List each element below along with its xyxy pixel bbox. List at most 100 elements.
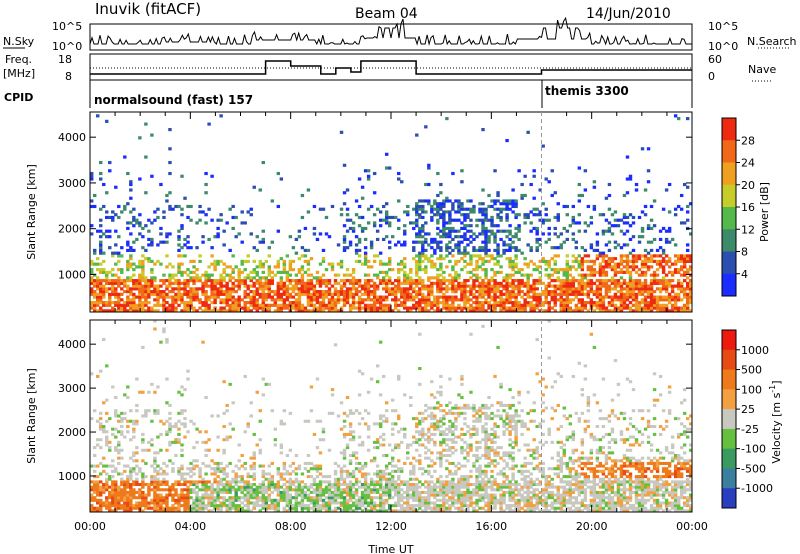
heatmap-cell [598,301,603,305]
heatmap-cell [625,243,630,247]
heatmap-cell [264,295,268,299]
heatmap-cell [415,259,419,263]
heatmap-cell [114,488,118,492]
heatmap-cell [93,281,97,285]
heatmap-cell [375,229,380,233]
heatmap-cell [123,464,127,468]
heatmap-cell [180,295,184,299]
heatmap-cell [688,284,693,288]
heatmap-cell [147,488,151,492]
heatmap-cell [231,281,235,285]
heatmap-cell [252,303,256,307]
heatmap-cell [204,483,208,487]
heatmap-cell [279,485,284,489]
heatmap-cell [207,480,211,484]
heatmap-cell [297,229,302,233]
heatmap-cell [604,281,609,285]
heatmap-cell [583,229,588,233]
heatmap-cell [595,287,600,291]
heatmap-cell [460,295,464,299]
heatmap-cell [667,265,672,269]
heatmap-cell [105,290,109,294]
heatmap-cell [297,467,302,471]
heatmap-cell [117,472,121,476]
heatmap-cell [174,425,178,429]
heatmap-cell [321,490,326,494]
heatmap-cell [258,498,262,502]
heatmap-cell [616,270,621,274]
heatmap-cell [643,303,648,307]
heatmap-cell [424,265,428,269]
heatmap-cell [601,284,606,288]
heatmap-cell [306,506,311,510]
heatmap-cell [381,298,386,302]
heatmap-cell [466,301,470,305]
power-colorbar-label: Power [dB] [758,182,771,242]
heatmap-cell [204,182,208,187]
heatmap-cell [177,480,181,484]
heatmap-cell [309,501,314,505]
heatmap-cell [306,419,311,423]
heatmap-cell [195,268,199,272]
heatmap-cell [267,246,271,250]
heatmap-cell [255,498,259,502]
heatmap-cell [484,270,488,274]
heatmap-cell [345,396,350,400]
heatmap-cell [363,496,368,500]
heatmap-cell [637,306,642,310]
heatmap-cell [168,207,172,211]
heatmap-cell [330,485,335,489]
heatmap-cell [237,498,241,502]
heatmap-cell [433,248,437,252]
heatmap-cell [270,290,275,294]
heatmap-cell [261,306,265,310]
heatmap-cell [153,276,157,280]
heatmap-cell [643,254,648,258]
heatmap-cell [448,235,452,239]
heatmap-cell [228,207,232,211]
heatmap-cell [93,284,97,288]
heatmap-cell [592,270,597,274]
heatmap-cell [517,213,521,217]
heatmap-cell [180,270,184,274]
heatmap-cell [309,461,314,465]
heatmap-cell [586,284,591,288]
heatmap-cell [273,273,278,277]
heatmap-cell [315,483,320,487]
heatmap-cell [210,254,214,258]
heatmap-cell [445,287,449,291]
heatmap-cell [409,298,413,302]
heatmap-cell [114,496,118,500]
heatmap-cell [427,298,431,302]
heatmap-cell [628,177,633,181]
heatmap-cell [222,292,226,296]
heatmap-cell [198,254,202,258]
heatmap-cell [270,276,275,280]
heatmap-cell [231,215,235,220]
heatmap-cell [496,213,500,217]
heatmap-cell [327,488,332,492]
heatmap-cell [189,292,193,296]
heatmap-cell [622,243,627,247]
heatmap-cell [664,237,669,242]
heatmap-cell [312,496,317,500]
heatmap-cell [129,221,133,225]
heatmap-cell [135,284,139,288]
heatmap-cell [276,485,281,489]
heatmap-cell [658,295,663,299]
heatmap-cell [321,259,326,263]
heatmap-cell [544,292,548,296]
heatmap-cell [123,155,127,159]
heatmap-cell [132,215,136,220]
heatmap-cell [294,298,299,302]
heatmap-cell [294,493,299,497]
heatmap-cell [189,480,193,484]
heatmap-cell [574,292,579,296]
heatmap-cell [192,467,196,471]
heatmap-cell [649,218,654,222]
heatmap-cell [345,504,350,508]
heatmap-cell [198,276,202,280]
heatmap-cell [228,506,232,510]
heatmap-cell [415,306,419,310]
heatmap-cell [541,290,545,294]
